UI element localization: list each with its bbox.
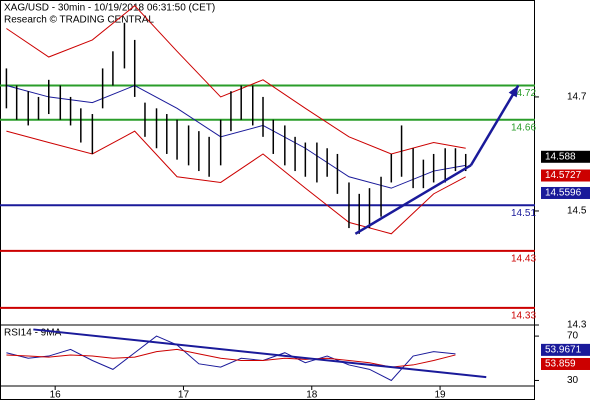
forecast-arrow — [469, 84, 520, 166]
rsi-value-label: 53.9671 — [545, 345, 582, 356]
level-label: 14.43 — [511, 254, 536, 265]
price-label-box — [541, 169, 590, 182]
rsi-tick-label: 30 — [567, 375, 579, 386]
x-tick-label: 18 — [306, 390, 318, 400]
rsi-line — [6, 335, 456, 382]
rsi-label: RSI14 - 9MA — [4, 328, 62, 339]
chart-subtitle: Research © TRADING CENTRAL — [4, 15, 154, 26]
y-tick-label: 14.3 — [567, 320, 587, 331]
y-tick-label: 14.5 — [567, 206, 587, 217]
arrow-head — [508, 85, 519, 98]
price-label: 14.5596 — [545, 188, 582, 199]
level-label: 14.72 — [511, 88, 536, 99]
overlay-line — [6, 5, 466, 155]
level-label: 14.33 — [511, 311, 536, 322]
rsi-tick-label: 70 — [567, 331, 579, 342]
price-label: 14.5727 — [545, 170, 582, 181]
price-label-box — [541, 150, 590, 163]
frame — [0, 0, 535, 400]
price-label-box — [541, 186, 590, 199]
price-label: 14.588 — [545, 151, 576, 162]
rsi-line — [6, 348, 456, 368]
y-tick-label: 14.7 — [567, 92, 587, 103]
chart-title: XAG/USD - 30min - 10/19/2018 06:31:50 (C… — [4, 3, 215, 14]
rsi-label-box — [541, 343, 590, 356]
rsi-trendline — [33, 328, 487, 379]
x-tick-label: 19 — [434, 390, 446, 400]
x-tick-label: 16 — [50, 390, 62, 400]
rsi-value-label: 53.859 — [545, 359, 576, 370]
overlay-line — [6, 84, 466, 189]
trendline — [354, 164, 472, 235]
rsi-label-box — [541, 357, 590, 370]
overlay-line — [6, 130, 466, 235]
level-label: 14.51 — [511, 208, 536, 219]
level-label: 14.66 — [511, 122, 536, 133]
x-tick-label: 17 — [178, 390, 190, 400]
